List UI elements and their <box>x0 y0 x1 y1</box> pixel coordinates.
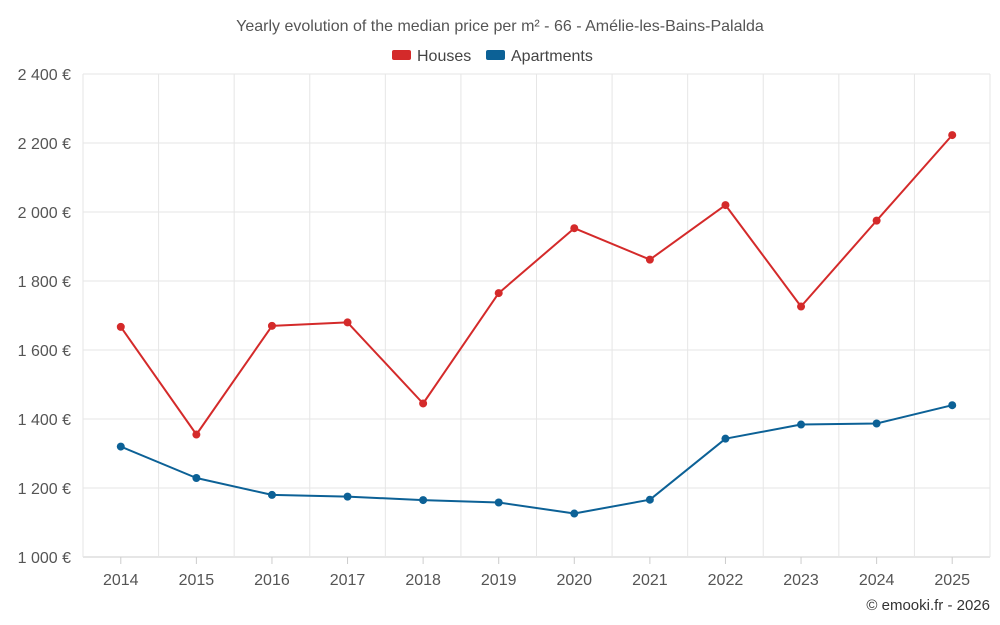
x-tick-label: 2020 <box>556 572 592 589</box>
data-point[interactable] <box>721 434 730 443</box>
data-point[interactable] <box>645 495 654 504</box>
y-tick-label: 1 000 € <box>18 550 71 567</box>
credit-text: © emooki.fr - 2026 <box>866 597 990 614</box>
x-tick-label: 2015 <box>179 572 215 589</box>
legend-swatch[interactable] <box>392 50 411 60</box>
data-point[interactable] <box>570 224 579 233</box>
data-point[interactable] <box>645 255 654 264</box>
data-point[interactable] <box>797 420 806 429</box>
x-tick-label: 2024 <box>859 572 895 589</box>
x-tick-label: 2019 <box>481 572 517 589</box>
data-point[interactable] <box>116 322 125 331</box>
axes: 1 000 € 1 200 € 1 400 € 1 600 € 1 800 € 2 000… <box>18 67 970 589</box>
data-point[interactable] <box>797 302 806 311</box>
y-tick-label: 2 200 € <box>18 136 71 153</box>
x-tick-label: 2021 <box>632 572 668 589</box>
grid <box>82 73 991 558</box>
data-point[interactable] <box>872 419 881 428</box>
series-layer <box>116 131 957 518</box>
data-point[interactable] <box>419 496 428 505</box>
data-point[interactable] <box>948 401 957 410</box>
x-tick-label: 2016 <box>254 572 290 589</box>
y-tick-label: 1 600 € <box>18 343 71 360</box>
data-point[interactable] <box>570 509 579 518</box>
data-point[interactable] <box>494 289 503 298</box>
series-line <box>120 404 953 515</box>
legend-swatch[interactable] <box>486 50 505 60</box>
legend-label[interactable]: Houses <box>417 48 471 65</box>
y-tick-label: 1 400 € <box>18 412 71 429</box>
data-point[interactable] <box>419 399 428 408</box>
series-apartments <box>116 401 957 518</box>
data-point[interactable] <box>267 321 276 330</box>
data-point[interactable] <box>116 442 125 451</box>
data-point[interactable] <box>343 318 352 327</box>
data-point[interactable] <box>494 498 503 507</box>
x-tick-label: 2022 <box>708 572 744 589</box>
chart-title: Yearly evolution of the median price per… <box>236 18 764 35</box>
data-point[interactable] <box>872 216 881 225</box>
series-line <box>119 134 953 436</box>
y-tick-label: 2 000 € <box>18 205 71 222</box>
data-point[interactable] <box>267 490 276 499</box>
x-tick-label: 2014 <box>103 572 139 589</box>
y-tick-label: 1 200 € <box>18 481 71 498</box>
data-point[interactable] <box>192 430 201 439</box>
data-point[interactable] <box>343 492 352 501</box>
y-tick-label: 1 800 € <box>18 274 71 291</box>
x-tick-label: 2023 <box>783 572 819 589</box>
data-point[interactable] <box>192 473 201 482</box>
data-point[interactable] <box>948 131 957 140</box>
legend: Houses Apartments <box>392 48 593 65</box>
data-point[interactable] <box>721 201 730 210</box>
x-tick-label: 2025 <box>934 572 970 589</box>
x-tick-label: 2018 <box>405 572 441 589</box>
y-tick-label: 2 400 € <box>18 67 71 84</box>
legend-label[interactable]: Apartments <box>511 48 593 65</box>
series-houses <box>116 131 957 439</box>
x-tick-label: 2017 <box>330 572 366 589</box>
